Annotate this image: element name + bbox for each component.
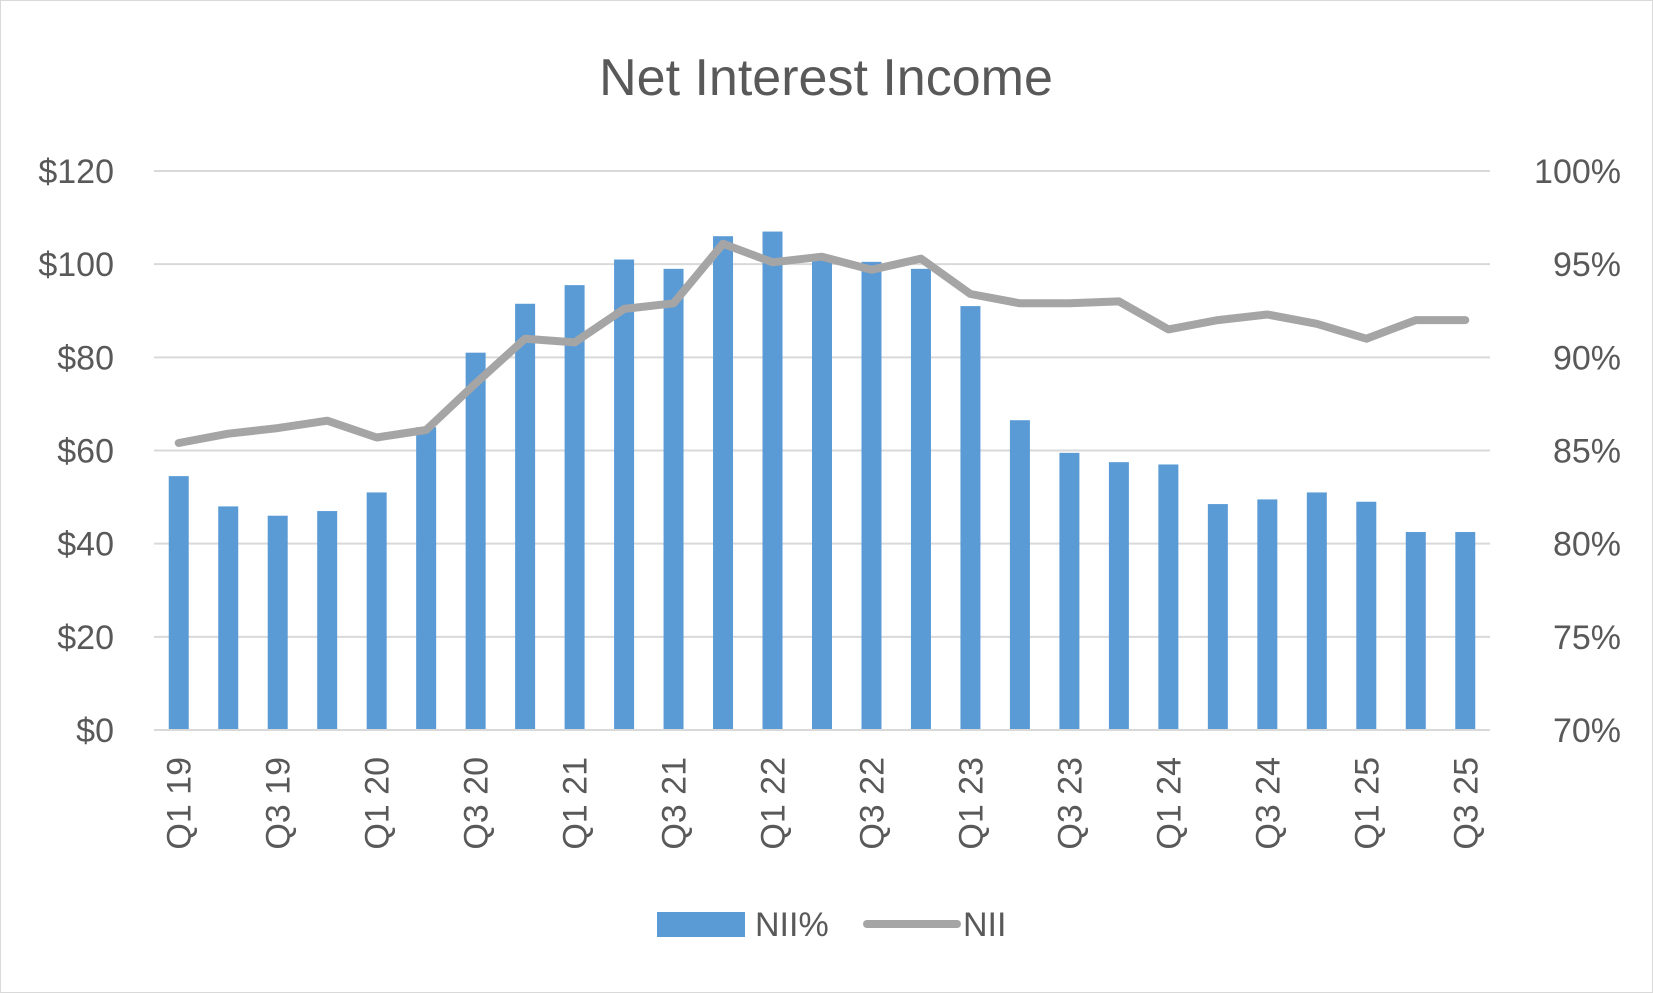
nii-percent-bar: [416, 427, 437, 730]
legend-label-nii-percent: NII%: [755, 906, 829, 944]
nii-percent-bar: [1158, 464, 1179, 730]
legend-bar-swatch: [657, 912, 745, 937]
x-axis-tick-label: Q3 25: [1447, 757, 1485, 850]
left-axis-tick-label: $20: [57, 619, 114, 657]
nii-line: [174, 239, 1470, 447]
nii-percent-bar: [1059, 452, 1080, 730]
nii-percent-bar: [317, 511, 338, 730]
left-axis-tick-label: $40: [57, 526, 114, 564]
right-axis-tick-label: 95%: [1553, 246, 1621, 284]
x-axis-tick-label: Q1 21: [557, 757, 595, 850]
x-axis-tick-label: Q3 23: [1051, 757, 1089, 850]
left-axis: $0 $20 $40 $60 $80 $100 $120: [38, 153, 114, 750]
x-axis-tick-label: Q1 25: [1348, 757, 1386, 850]
nii-percent-bar: [218, 506, 239, 730]
chart-title: Net Interest Income: [599, 49, 1053, 107]
legend-label-nii: NII: [963, 906, 1006, 944]
nii-percent-bar: [1455, 532, 1476, 730]
nii-percent-bar: [366, 492, 387, 730]
nii-percent-bar: [713, 236, 734, 730]
nii-percent-bar: [861, 261, 882, 730]
nii-percent-bar: [564, 285, 585, 730]
left-axis-tick-label: $80: [57, 339, 114, 377]
nii-percent-bar: [762, 231, 783, 730]
x-axis-tick-label: Q3 22: [853, 757, 891, 850]
nii-percent-bar: [465, 352, 486, 730]
right-axis-tick-label: 85%: [1553, 433, 1621, 471]
x-axis-tick-label: Q3 20: [458, 757, 496, 850]
right-axis-tick-label: 80%: [1553, 526, 1621, 564]
x-axis-tick-label: Q3 21: [656, 757, 694, 850]
nii-line-layer: [174, 239, 1470, 447]
left-axis-tick-label: $120: [38, 153, 114, 191]
x-axis-tick-label: Q1 19: [161, 757, 199, 850]
nii-percent-bar: [267, 515, 288, 730]
x-axis: Q1 19 Q3 19 Q1 20 Q3 20 Q1 21 Q3 21 Q1 22 Q3 22…: [154, 729, 1490, 850]
nii-percent-bar: [1405, 532, 1426, 730]
nii-percent-bar: [1306, 492, 1327, 730]
nii-percent-bar: [515, 303, 536, 730]
nii-percent-bar: [812, 259, 832, 730]
left-axis-tick-label: $100: [38, 246, 114, 284]
nii-percent-bar: [960, 306, 981, 730]
right-axis-tick-label: 100%: [1534, 153, 1621, 191]
right-axis: 70% 75% 80% 85% 90% 95% 100%: [1534, 153, 1621, 750]
x-axis-tick-label: Q3 24: [1249, 757, 1287, 850]
nii-percent-bar: [1207, 504, 1228, 730]
nii-percent-bar: [1257, 499, 1278, 730]
nii-percent-bar: [614, 259, 635, 730]
legend: NII% NII: [657, 906, 1006, 944]
left-axis-tick-label: $60: [57, 433, 114, 471]
nii-percent-bars: [168, 231, 1476, 730]
x-axis-tick-label: Q3 19: [260, 757, 298, 850]
nii-percent-bar: [168, 476, 189, 730]
x-axis-tick-label: Q1 22: [755, 757, 793, 850]
right-axis-tick-label: 70%: [1553, 712, 1621, 750]
right-axis-tick-label: 75%: [1553, 619, 1621, 657]
nii-percent-bar: [663, 268, 684, 730]
right-axis-tick-label: 90%: [1553, 339, 1621, 377]
nii-percent-bar: [1356, 501, 1377, 730]
left-axis-tick-label: $0: [76, 712, 114, 750]
x-axis-tick-label: Q1 23: [952, 757, 990, 850]
nii-percent-bar: [910, 268, 931, 730]
x-axis-tick-label: Q1 24: [1150, 757, 1188, 850]
nii-percent-bar: [1108, 462, 1129, 730]
x-axis-tick-label: Q1 20: [359, 757, 397, 850]
nii-percent-bar: [1009, 420, 1030, 730]
